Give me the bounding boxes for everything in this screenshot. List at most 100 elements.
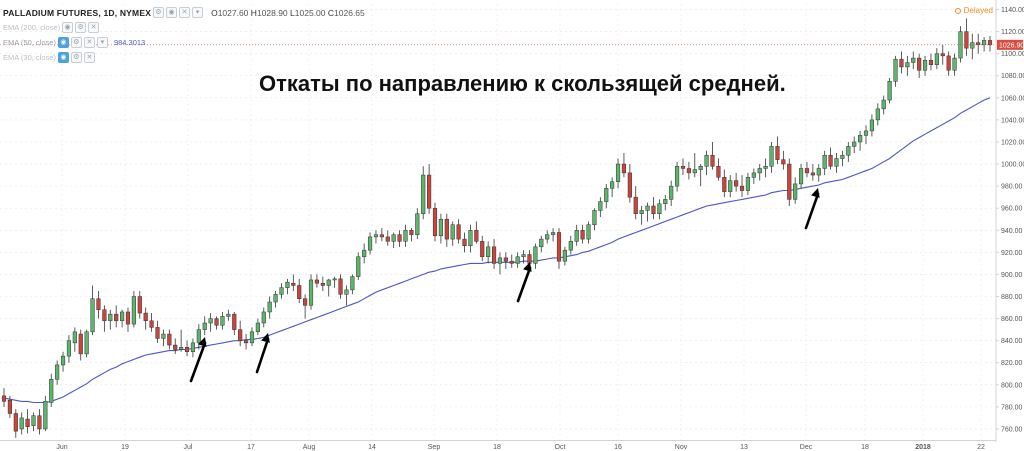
candle — [249, 327, 255, 347]
candle-body — [905, 62, 910, 68]
price-tick-label: 800.00 — [1001, 382, 1023, 389]
candle-body — [438, 218, 443, 237]
candle-body — [137, 296, 142, 314]
candle-body — [745, 177, 751, 191]
candle-body — [155, 327, 160, 339]
candle — [976, 33, 981, 54]
candle — [102, 305, 107, 332]
candle — [421, 166, 426, 220]
candle-body — [66, 340, 72, 357]
candle-body — [13, 413, 18, 432]
time-tick-label: Oct — [555, 444, 566, 451]
candle — [78, 329, 83, 361]
candle-body — [893, 58, 898, 82]
candle-body — [7, 400, 12, 414]
candle-body — [338, 278, 343, 295]
candle — [438, 213, 443, 244]
settings-icon[interactable]: ⚙ — [70, 52, 82, 63]
candle — [568, 235, 573, 255]
indicator-row-ema30[interactable]: EMA (30, close) ◉ ⚙ ✕ — [3, 50, 365, 65]
indicator-row-ema50[interactable]: EMA (50, close) ◉ ⚙ ✕ ▾ 984.3013 — [3, 35, 365, 50]
candle-body — [663, 199, 668, 205]
price-tick-label: 1080.00 — [1001, 73, 1024, 80]
candle-body — [255, 322, 260, 333]
candle-body — [515, 256, 520, 264]
candle — [515, 252, 520, 268]
candle-body — [763, 166, 768, 169]
candle-body — [982, 40, 987, 46]
candle-body — [1, 395, 7, 402]
candle-body — [769, 146, 774, 167]
candle-body — [751, 172, 756, 178]
candle-body — [822, 154, 827, 169]
candle-body — [970, 42, 975, 49]
candle-body — [356, 256, 361, 277]
candle — [462, 232, 467, 253]
candle — [468, 224, 473, 253]
price-tick-label: 780.00 — [1001, 404, 1023, 411]
candle — [155, 320, 160, 343]
candle-body — [852, 141, 857, 147]
candle-body — [698, 166, 703, 170]
candle — [31, 412, 36, 432]
candle-body — [273, 294, 278, 303]
candle-body — [25, 418, 30, 428]
candle — [474, 221, 479, 244]
candle — [657, 199, 662, 220]
candle-body — [976, 42, 981, 46]
candle — [893, 55, 898, 87]
price-axis-background — [996, 0, 1024, 451]
close-icon[interactable]: ✕ — [83, 37, 95, 48]
more-icon[interactable]: ▾ — [192, 7, 204, 18]
time-tick-label: Sep — [428, 444, 441, 451]
indicator-row-ema200[interactable]: EMA (200, close) ◉ ⚙ ✕ — [3, 20, 365, 35]
candle-body — [621, 163, 627, 174]
candle — [137, 290, 142, 319]
settings-icon[interactable]: ⚙ — [75, 22, 87, 33]
candle — [326, 278, 331, 297]
eye-icon[interactable]: ◉ — [57, 52, 69, 63]
candle-body — [486, 246, 491, 258]
candle — [669, 180, 674, 206]
eye-icon[interactable]: ◉ — [62, 22, 74, 33]
candle-body — [539, 238, 544, 248]
candle-body — [285, 281, 290, 288]
arrow-shaft — [516, 266, 532, 303]
candle-body — [846, 146, 851, 156]
arrow-icon — [516, 262, 532, 303]
candle-body — [497, 257, 503, 264]
hide-icon[interactable]: ◉ — [166, 7, 178, 18]
candle — [763, 158, 768, 178]
more-icon[interactable]: ▾ — [96, 37, 108, 48]
symbol-row: PALLADIUM FUTURES, 1D, NYMEX ⚙ ◉ ✕ ▾ O10… — [3, 5, 365, 20]
candle — [261, 307, 266, 328]
candle-body — [757, 168, 762, 174]
eye-icon[interactable]: ◉ — [57, 37, 69, 48]
candle — [787, 158, 792, 206]
candle-body — [964, 31, 969, 49]
settings-icon[interactable]: ⚙ — [153, 7, 165, 18]
candle — [793, 177, 798, 204]
candle — [964, 18, 969, 56]
candle — [338, 274, 343, 299]
price-tick-label: 1140.00 — [1001, 7, 1024, 14]
indicator-label: EMA (50, close) — [3, 38, 56, 47]
candle — [450, 221, 455, 246]
arrow-icon — [189, 337, 207, 383]
close-icon[interactable]: ✕ — [83, 52, 95, 63]
candle-body — [716, 166, 721, 178]
close-icon[interactable]: ✕ — [88, 22, 100, 33]
settings-icon[interactable]: ⚙ — [70, 37, 82, 48]
candle-body — [917, 57, 922, 71]
candle — [881, 95, 886, 115]
candle — [167, 329, 172, 350]
low-value: 1025.00 — [294, 7, 326, 18]
candle — [367, 232, 373, 255]
close-icon[interactable]: ✕ — [179, 7, 191, 18]
candle — [905, 55, 910, 76]
candle — [621, 153, 627, 178]
candle — [202, 316, 207, 336]
candle — [757, 164, 762, 181]
candle — [314, 274, 320, 288]
